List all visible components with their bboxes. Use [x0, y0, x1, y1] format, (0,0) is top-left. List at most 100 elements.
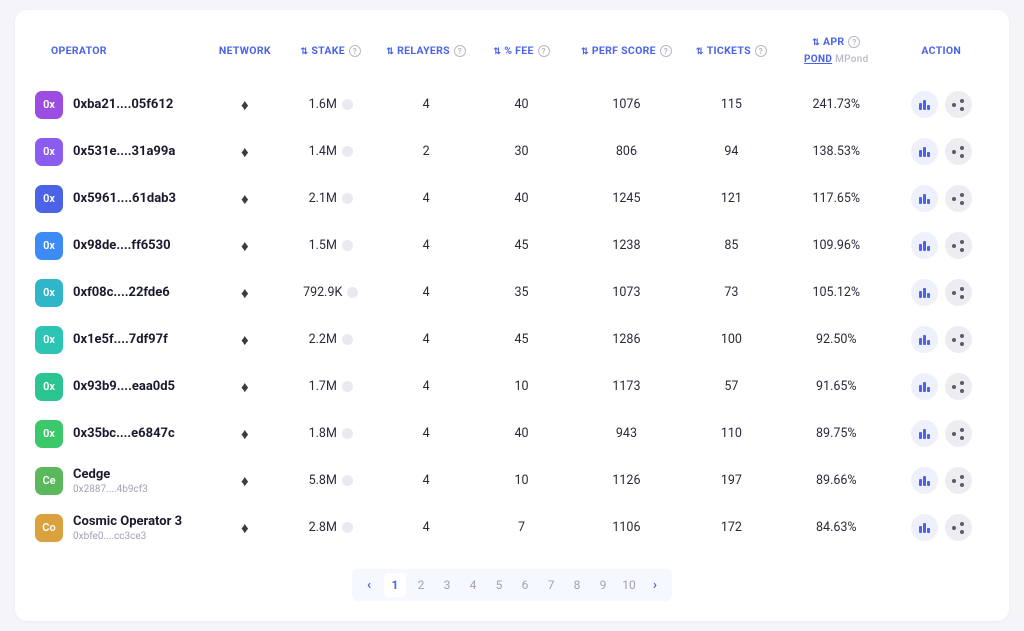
- operator-badge: 0x: [35, 279, 63, 307]
- col-relayers[interactable]: ⇅RELAYERS?: [378, 20, 473, 81]
- help-icon[interactable]: ?: [755, 45, 767, 57]
- page-9[interactable]: 9: [592, 573, 614, 597]
- col-tickets[interactable]: ⇅TICKETS?: [684, 20, 779, 81]
- operator-name[interactable]: Cedge: [73, 467, 148, 482]
- cell-stake: 1.7M: [283, 363, 378, 410]
- page-6[interactable]: 6: [514, 573, 536, 597]
- stats-button[interactable]: [911, 514, 938, 541]
- col-operator[interactable]: OPERATOR: [35, 20, 207, 81]
- operator-name[interactable]: 0x5961....61dab3: [73, 191, 176, 206]
- help-icon[interactable]: ?: [538, 45, 550, 57]
- cell-fee: 35: [474, 269, 569, 316]
- cell-network: ♦: [207, 363, 283, 410]
- page-2[interactable]: 2: [410, 573, 432, 597]
- cell-network: ♦: [207, 504, 283, 551]
- col-apr[interactable]: ⇅APR? POND MPond: [779, 20, 893, 81]
- stats-button[interactable]: [911, 232, 938, 259]
- bars-icon: [919, 194, 930, 204]
- page-next[interactable]: ›: [644, 573, 666, 597]
- sort-icon: ⇅: [812, 38, 820, 48]
- cell-relayers: 4: [378, 410, 473, 457]
- ethereum-icon: ♦: [241, 519, 249, 537]
- operator-name[interactable]: 0x531e....31a99a: [73, 144, 175, 159]
- apr-mpond-toggle[interactable]: MPond: [835, 54, 868, 65]
- cell-action: [894, 269, 989, 316]
- operator-name[interactable]: Cosmic Operator 3: [73, 514, 182, 529]
- operator-name[interactable]: 0x35bc....e6847c: [73, 426, 175, 441]
- page-7[interactable]: 7: [540, 573, 562, 597]
- operator-name[interactable]: 0xf08c....22fde6: [73, 285, 170, 300]
- operator-name[interactable]: 0x1e5f....7df97f: [73, 332, 168, 347]
- page-10[interactable]: 10: [618, 573, 640, 597]
- operator-name[interactable]: 0xba21....05f612: [73, 97, 173, 112]
- operator-name[interactable]: 0x93b9....eaa0d5: [73, 379, 175, 394]
- cell-stake: 5.8M: [283, 457, 378, 504]
- operator-name[interactable]: 0x98de....ff6530: [73, 238, 171, 253]
- cell-perf: 1076: [569, 81, 683, 128]
- help-icon[interactable]: ?: [349, 45, 361, 57]
- operator-badge: 0x: [35, 138, 63, 166]
- page-4[interactable]: 4: [462, 573, 484, 597]
- page-1[interactable]: 1: [384, 573, 406, 597]
- stats-button[interactable]: [911, 420, 938, 447]
- cell-operator: 0x 0x98de....ff6530: [35, 222, 207, 269]
- cell-apr: 241.73%: [779, 81, 893, 128]
- share-button[interactable]: [945, 91, 972, 118]
- page-8[interactable]: 8: [566, 573, 588, 597]
- share-button[interactable]: [945, 373, 972, 400]
- col-perf[interactable]: ⇅PERF SCORE?: [569, 20, 683, 81]
- col-action: ACTION: [894, 20, 989, 81]
- share-button[interactable]: [945, 232, 972, 259]
- help-icon[interactable]: ?: [848, 36, 860, 48]
- page-prev[interactable]: ‹: [358, 573, 380, 597]
- cell-tickets: 100: [684, 316, 779, 363]
- cell-stake: 1.4M: [283, 128, 378, 175]
- cell-stake: 792.9K: [283, 269, 378, 316]
- col-stake[interactable]: ⇅STAKE?: [283, 20, 378, 81]
- cell-network: ♦: [207, 175, 283, 222]
- bars-icon: [919, 382, 930, 392]
- share-button[interactable]: [945, 138, 972, 165]
- token-icon: [342, 475, 353, 486]
- table-row: 0x 0x531e....31a99a ♦ 1.4M 2 30 806 94 1…: [35, 128, 989, 175]
- col-fee[interactable]: ⇅% FEE?: [474, 20, 569, 81]
- share-icon: [952, 146, 964, 158]
- stats-button[interactable]: [911, 467, 938, 494]
- bars-icon: [919, 429, 930, 439]
- bars-icon: [919, 476, 930, 486]
- share-button[interactable]: [945, 514, 972, 541]
- stats-button[interactable]: [911, 373, 938, 400]
- stats-button[interactable]: [911, 279, 938, 306]
- help-icon[interactable]: ?: [454, 45, 466, 57]
- share-button[interactable]: [945, 467, 972, 494]
- cell-tickets: 94: [684, 128, 779, 175]
- stats-button[interactable]: [911, 185, 938, 212]
- page-3[interactable]: 3: [436, 573, 458, 597]
- stats-button[interactable]: [911, 326, 938, 353]
- cell-stake: 1.8M: [283, 410, 378, 457]
- operator-badge: Co: [35, 514, 63, 542]
- cell-fee: 40: [474, 410, 569, 457]
- cell-fee: 45: [474, 316, 569, 363]
- page-5[interactable]: 5: [488, 573, 510, 597]
- share-button[interactable]: [945, 420, 972, 447]
- operator-sub: 0x2887....4b9cf3: [73, 484, 148, 495]
- operator-badge: 0x: [35, 420, 63, 448]
- share-icon: [952, 334, 964, 346]
- stats-button[interactable]: [911, 91, 938, 118]
- stats-button[interactable]: [911, 138, 938, 165]
- share-button[interactable]: [945, 279, 972, 306]
- pagination: ‹ 12345678910 ›: [352, 569, 672, 601]
- help-icon[interactable]: ?: [660, 45, 672, 57]
- share-icon: [952, 240, 964, 252]
- cell-network: ♦: [207, 410, 283, 457]
- apr-pond-toggle[interactable]: POND: [804, 54, 832, 65]
- cell-tickets: 115: [684, 81, 779, 128]
- share-button[interactable]: [945, 185, 972, 212]
- cell-action: [894, 128, 989, 175]
- cell-relayers: 4: [378, 175, 473, 222]
- table-row: 0x 0xba21....05f612 ♦ 1.6M 4 40 1076 115…: [35, 81, 989, 128]
- share-button[interactable]: [945, 326, 972, 353]
- table-body: 0x 0xba21....05f612 ♦ 1.6M 4 40 1076 115…: [35, 81, 989, 551]
- col-network[interactable]: NETWORK: [207, 20, 283, 81]
